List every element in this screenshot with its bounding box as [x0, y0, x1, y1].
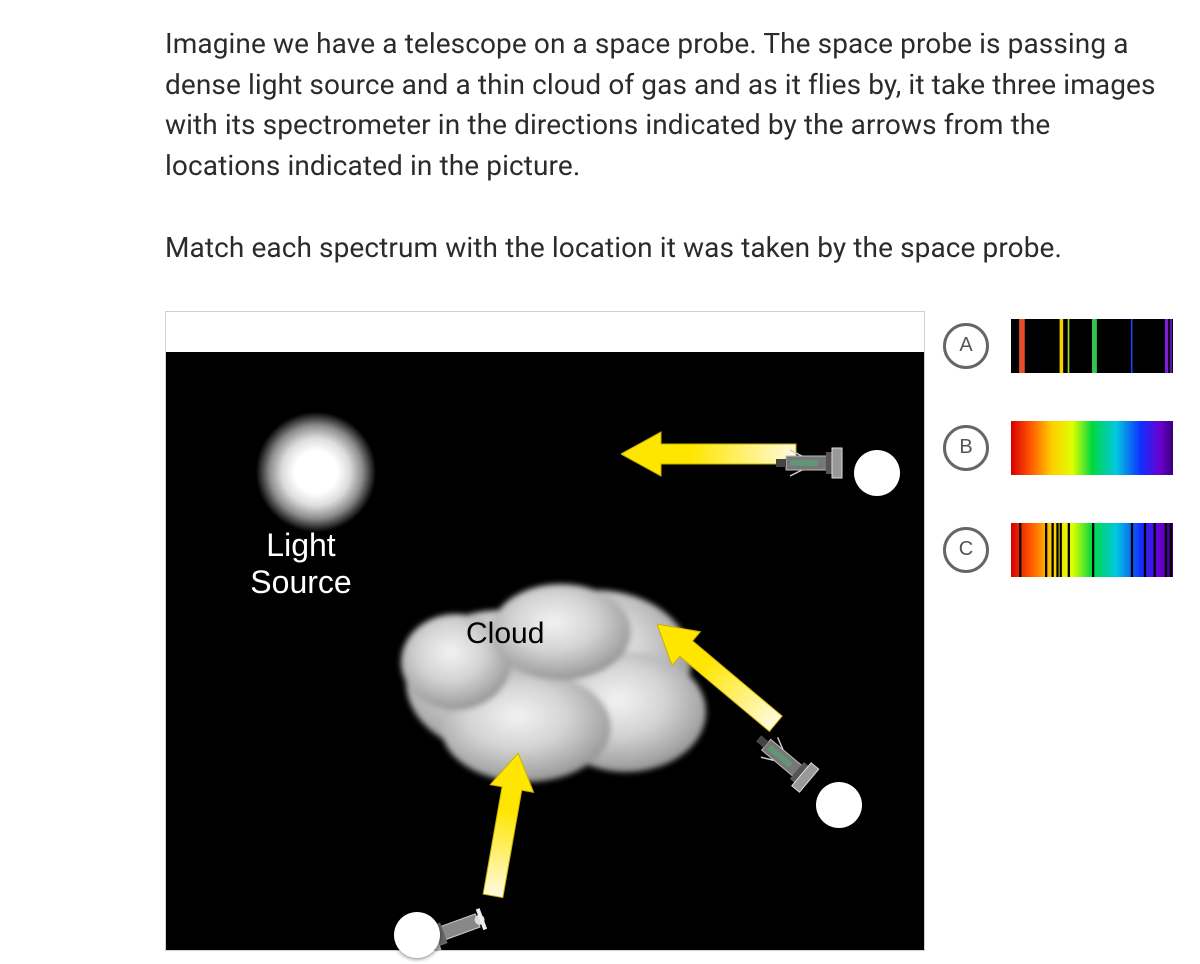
prompt-paragraph-2: Match each spectrum with the location it…	[165, 228, 1165, 269]
option-row-c: C	[943, 523, 1173, 577]
option-chip-c[interactable]: C	[943, 527, 989, 573]
diagram-scene: Light Source	[166, 352, 924, 950]
option-chip-b[interactable]: B	[943, 425, 989, 471]
option-row-b: B	[943, 421, 1173, 475]
drop-target-top[interactable]	[854, 450, 900, 496]
diagram: Light Source	[165, 311, 925, 951]
spectrum-options: A B C	[943, 311, 1173, 577]
option-row-a: A	[943, 319, 1173, 373]
emission-spectrum	[1011, 319, 1173, 373]
space-probe-top	[776, 442, 846, 482]
cloud-label: Cloud	[466, 617, 544, 651]
light-source-label: Light Source	[221, 527, 381, 601]
light-source	[256, 412, 376, 532]
absorption-spectrum	[1011, 523, 1173, 577]
drop-target-bottom[interactable]	[394, 912, 440, 958]
question-prompt: Imagine we have a telescope on a space p…	[165, 24, 1165, 269]
drop-target-middle[interactable]	[816, 782, 862, 828]
prompt-paragraph-1: Imagine we have a telescope on a space p…	[165, 24, 1165, 186]
option-chip-a[interactable]: A	[943, 323, 989, 369]
continuous-spectrum	[1011, 421, 1173, 475]
arrow-top	[621, 424, 801, 488]
